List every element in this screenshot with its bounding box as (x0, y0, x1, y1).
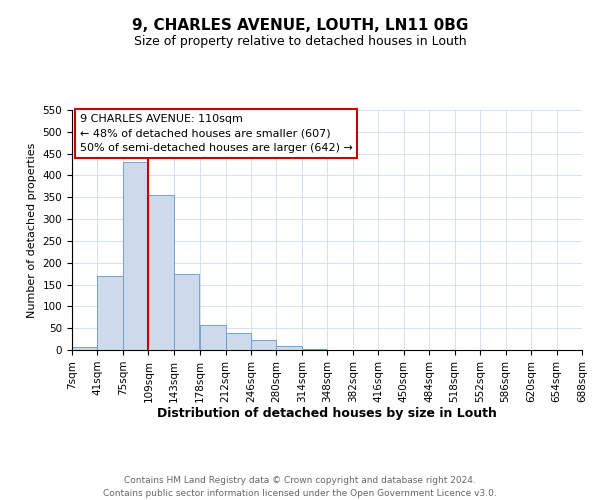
Text: 9 CHARLES AVENUE: 110sqm
← 48% of detached houses are smaller (607)
50% of semi-: 9 CHARLES AVENUE: 110sqm ← 48% of detach… (80, 114, 353, 153)
Text: 9, CHARLES AVENUE, LOUTH, LN11 0BG: 9, CHARLES AVENUE, LOUTH, LN11 0BG (132, 18, 468, 32)
Bar (277, 346, 302, 350)
Y-axis label: Number of detached properties: Number of detached properties (27, 142, 37, 318)
Text: Contains HM Land Registry data © Crown copyright and database right 2024.
Contai: Contains HM Land Registry data © Crown c… (103, 476, 497, 498)
Bar (200, 325, 226, 350)
Bar (123, 162, 148, 350)
Bar (97, 276, 123, 350)
Bar (148, 195, 174, 350)
Bar (72, 347, 97, 350)
Bar (302, 349, 328, 350)
Bar (251, 340, 277, 350)
Bar (174, 274, 199, 350)
Bar (226, 332, 251, 350)
X-axis label: Distribution of detached houses by size in Louth: Distribution of detached houses by size … (157, 408, 497, 420)
Text: Size of property relative to detached houses in Louth: Size of property relative to detached ho… (134, 35, 466, 48)
